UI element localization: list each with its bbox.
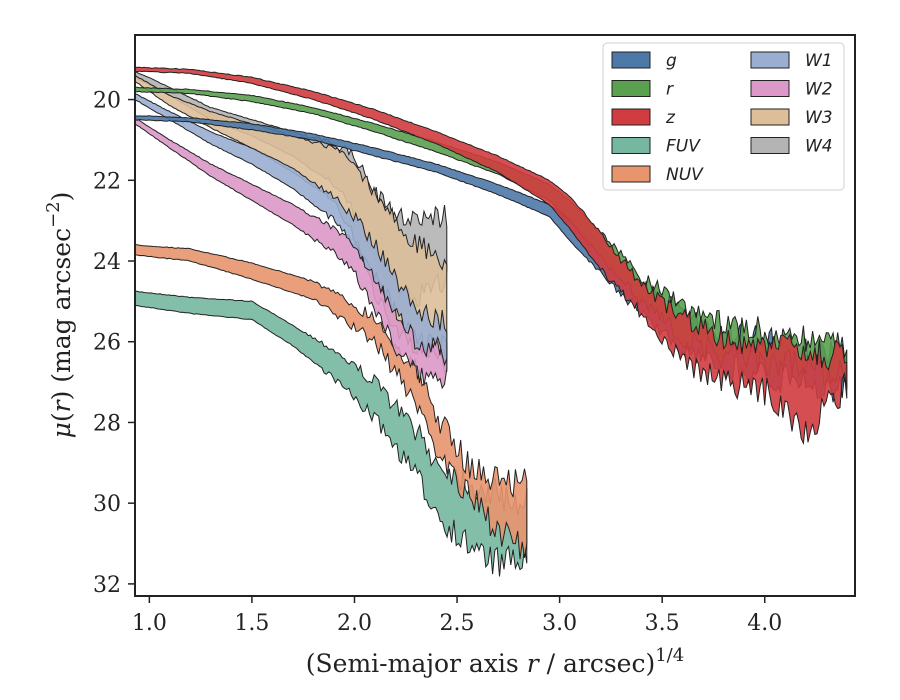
- band-fuv: [134, 290, 528, 577]
- legend-label-r: r: [666, 80, 674, 100]
- legend-label-nuv: NUV: [666, 165, 704, 185]
- band-z: [134, 66, 848, 446]
- legend-swatch-g: [611, 51, 651, 69]
- x-tick-label: 2.0: [337, 611, 372, 636]
- legend-swatch-r: [611, 80, 651, 97]
- x-tick-label: 4.0: [747, 611, 782, 636]
- x-tick-label: 3.5: [645, 611, 680, 636]
- legend-swatch-w3: [750, 108, 790, 126]
- band-nuv: [134, 244, 528, 560]
- band-w1: [134, 93, 448, 367]
- y-tick-label: 22: [93, 169, 121, 194]
- legend-swatch-w4: [750, 137, 790, 154]
- band-w2: [134, 116, 448, 390]
- x-tick-label: 1.0: [132, 611, 167, 636]
- legend-label-w3: W3: [805, 108, 833, 128]
- legend-swatch-z: [611, 108, 651, 126]
- legend-label-w1: W1: [805, 51, 833, 71]
- legend-label-z: z: [665, 108, 676, 128]
- y-axis: 20 22 24 26 28 30 32: [93, 89, 135, 598]
- y-tick-label: 24: [93, 250, 121, 275]
- x-axis: 1.0 1.5 2.0 2.5 3.0 3.5 4.0: [132, 596, 782, 636]
- y-axis-label: μ(r) (mag arcsec−2): [43, 192, 76, 439]
- legend-label-w2: W2: [805, 80, 833, 100]
- legend-swatch-w1: [750, 51, 790, 69]
- legend-label-fuv: FUV: [666, 137, 701, 157]
- x-axis-label: (Semi-major axis r / arcsec)1/4: [306, 645, 684, 678]
- legend-swatch-w2: [750, 80, 790, 97]
- y-tick-label: 30: [93, 492, 121, 517]
- y-tick-label: 28: [93, 411, 121, 436]
- legend: grz FUV NUV W1 W2 W3 W4: [602, 42, 845, 191]
- profile-bands: [134, 66, 848, 577]
- legend-label-w4: W4: [805, 137, 833, 157]
- legend-swatch-fuv: [611, 137, 651, 154]
- y-tick-label: 20: [93, 89, 121, 114]
- x-tick-label: 2.5: [440, 611, 475, 636]
- legend-swatch-nuv: [611, 165, 651, 183]
- y-tick-label: 26: [93, 331, 121, 356]
- x-tick-label: 3.0: [542, 611, 577, 636]
- plot-frame: [134, 34, 856, 597]
- x-tick-label: 1.5: [234, 611, 269, 636]
- legend-label-g: g: [666, 51, 677, 71]
- y-tick-label: 32: [93, 573, 121, 598]
